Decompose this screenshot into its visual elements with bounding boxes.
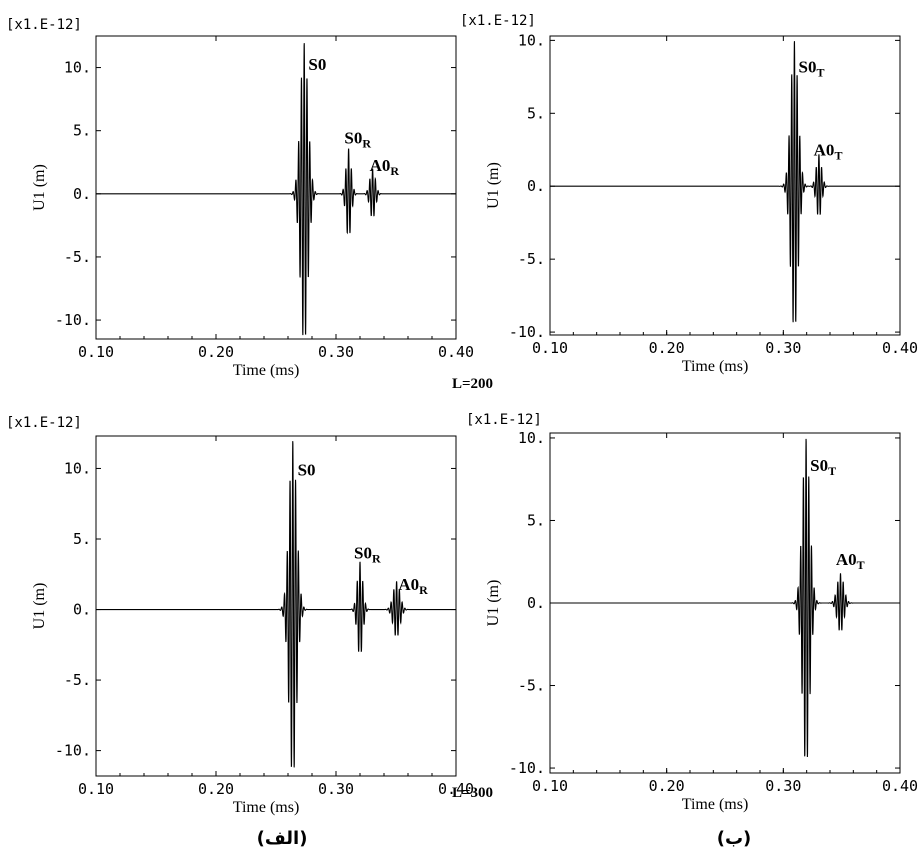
x-tick-label: 0.30 xyxy=(765,339,801,357)
waveform-series-line xyxy=(550,438,900,757)
x-tick-label: 0.40 xyxy=(438,343,474,361)
x-tick-label: 0.40 xyxy=(882,339,918,357)
mode-annotation: S0 xyxy=(298,461,316,480)
plot-frame xyxy=(549,35,901,336)
y-tick-label: 5. xyxy=(73,122,91,140)
y-tick-label: 0. xyxy=(527,177,545,195)
mode-annotation: A0T xyxy=(836,550,865,572)
x-tick-label: 0.20 xyxy=(198,343,234,361)
y-tick-label: 10. xyxy=(64,459,91,477)
waveform-series-line xyxy=(96,441,456,768)
mode-annotation: S0R xyxy=(354,544,381,566)
y-tick-label: 0. xyxy=(73,601,91,619)
x-tick-label: 0.20 xyxy=(649,339,685,357)
y-tick-label: 0. xyxy=(527,594,545,612)
waveform-series-line xyxy=(550,41,900,323)
mode-annotation: S0T xyxy=(799,57,825,79)
mode-annotation: S0T xyxy=(810,456,836,478)
mode-annotation: A0R xyxy=(370,156,400,178)
x-tick-label: 0.40 xyxy=(882,777,918,795)
plot-frame xyxy=(95,435,457,777)
scale-label: [x1.E-12] xyxy=(466,412,542,428)
mode-annotation: A0R xyxy=(398,575,428,597)
waveform-series-line xyxy=(96,43,456,336)
chart-panel-bottom-left: [x1.E-12] 0.10 0.20 0.30 0.40 10. 5. 0. -5. -10. T… xyxy=(6,415,474,816)
x-tick-label: 0.10 xyxy=(532,339,568,357)
x-tick-label: 0.30 xyxy=(765,777,801,795)
plot-frame xyxy=(95,35,457,340)
y-tick-label: -5. xyxy=(64,671,91,689)
scale-label: [x1.E-12] xyxy=(460,13,536,29)
y-axis-label: U1 (m) xyxy=(485,580,502,627)
chart-panel-top-left: [x1.E-12] 0.10 0.20 0.30 0.40 10. 5. 0. -5. -10. T… xyxy=(6,17,474,379)
x-tick-label: 0.20 xyxy=(649,777,685,795)
x-tick-label: 0.30 xyxy=(318,343,354,361)
mode-annotation: A0T xyxy=(814,141,843,163)
chart-panel-top-right: [x1.E-12] 0.10 0.20 0.30 0.40 10. 5. 0. -5. -10. T… xyxy=(460,13,918,375)
x-tick-label: 0.30 xyxy=(318,780,354,798)
y-tick-label: -5. xyxy=(64,248,91,266)
y-tick-label: 5. xyxy=(73,530,91,548)
y-tick-label: 5. xyxy=(527,104,545,122)
y-tick-label: -10. xyxy=(509,323,545,341)
column-label-right: (ب) xyxy=(717,828,752,849)
y-tick-label: 10. xyxy=(518,31,545,49)
panels-group: [x1.E-12] 0.10 0.20 0.30 0.40 10. 5. 0. -5. -10. T… xyxy=(6,13,918,816)
y-axis-label: U1 (m) xyxy=(31,583,48,630)
x-tick-label: 0.10 xyxy=(78,343,114,361)
x-axis-label: Time (ms) xyxy=(682,796,749,813)
chart-panel-bottom-right: [x1.E-12] 0.10 0.20 0.30 0.40 10. 5. 0. -5. -10. T… xyxy=(466,412,918,813)
y-axis-label: U1 (m) xyxy=(485,162,502,209)
x-axis-label: Time (ms) xyxy=(233,362,300,379)
x-axis-label: Time (ms) xyxy=(233,799,300,816)
y-tick-label: -10. xyxy=(55,311,91,329)
row-label-top: L=200 xyxy=(452,376,493,392)
y-tick-label: 10. xyxy=(64,59,91,77)
y-axis-label: U1 (m) xyxy=(31,164,48,211)
y-tick-label: 5. xyxy=(527,511,545,529)
x-axis-label: Time (ms) xyxy=(682,358,749,375)
x-tick-label: 0.20 xyxy=(198,780,234,798)
y-tick-label: 0. xyxy=(73,185,91,203)
x-tick-label: 0.40 xyxy=(438,780,474,798)
y-tick-label: -5. xyxy=(518,677,545,695)
y-tick-label: 10. xyxy=(518,429,545,447)
x-tick-label: 0.10 xyxy=(532,777,568,795)
scale-label: [x1.E-12] xyxy=(6,415,82,431)
scale-label: [x1.E-12] xyxy=(6,17,82,33)
y-tick-label: -10. xyxy=(55,742,91,760)
y-tick-label: -10. xyxy=(509,759,545,777)
y-tick-label: -5. xyxy=(518,250,545,268)
mode-annotation: S0R xyxy=(344,128,371,150)
x-tick-label: 0.10 xyxy=(78,780,114,798)
mode-annotation: S0 xyxy=(308,55,326,74)
column-label-left: (الف) xyxy=(257,828,308,849)
row-label-bottom: L=300 xyxy=(452,785,493,801)
